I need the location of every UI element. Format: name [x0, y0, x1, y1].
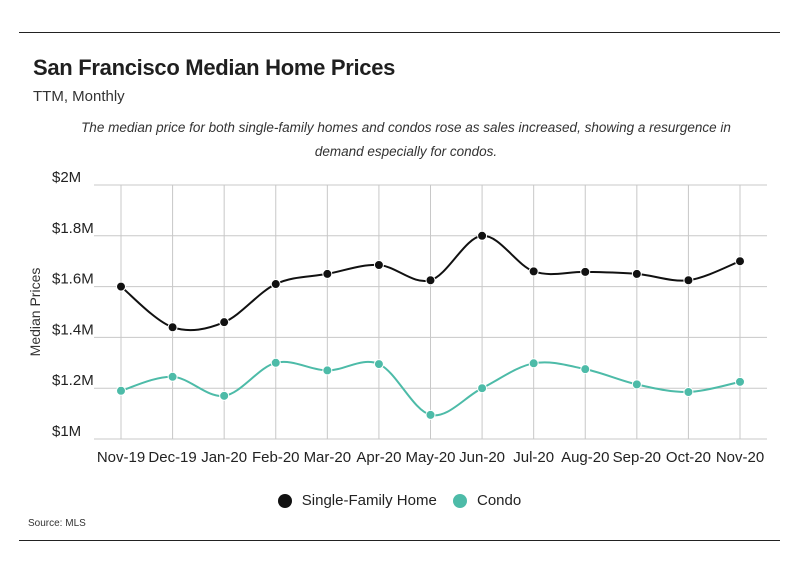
legend: Single-Family Home Condo [0, 492, 799, 512]
x-tick-label: Jun-20 [459, 449, 505, 466]
data-point-condo [116, 385, 126, 396]
legend-swatch-condo [453, 493, 467, 508]
legend-item-single-family: Single-Family Home [277, 492, 437, 509]
y-tick-label: $1M [52, 423, 81, 440]
x-tick-label: Jan-20 [201, 449, 247, 466]
x-tick-label: May-20 [405, 449, 455, 466]
legend-item-condo: Condo [453, 492, 521, 509]
source-note: Source: MLS [28, 518, 86, 529]
x-tick-label: Aug-20 [561, 449, 609, 466]
data-point-single-family [373, 260, 384, 271]
data-point-condo [270, 357, 281, 368]
legend-swatch-single-family [277, 493, 292, 508]
data-point-condo [322, 365, 333, 376]
data-point-condo [580, 364, 591, 375]
data-point-single-family [528, 266, 539, 277]
data-point-single-family [425, 275, 436, 286]
top-rule [19, 32, 780, 33]
y-tick-label: $1.2M [52, 372, 94, 389]
data-point-single-family [167, 322, 178, 333]
data-point-single-family [116, 281, 126, 292]
chart-note: The median price for both single-family … [81, 120, 731, 159]
data-point-single-family [322, 268, 333, 279]
x-tick-label: Oct-20 [666, 449, 711, 466]
y-tick-label: $1.4M [52, 321, 94, 338]
data-point-condo [425, 409, 436, 420]
data-point-condo [631, 379, 642, 390]
data-point-condo [528, 358, 539, 369]
x-tick-label: Nov-20 [716, 449, 764, 466]
data-point-condo [477, 383, 488, 394]
legend-label-condo: Condo [477, 492, 522, 509]
data-point-single-family [477, 230, 488, 241]
data-point-single-family [735, 256, 745, 267]
chart-title: San Francisco Median Home Prices [33, 55, 396, 80]
legend-label-single-family: Single-Family Home [301, 492, 437, 509]
chart-subtitle: TTM, Monthly [33, 88, 125, 105]
y-axis-label: Median Prices [27, 268, 43, 357]
data-point-single-family [219, 317, 230, 328]
point-layer [116, 230, 745, 420]
x-tick-label: Nov-19 [97, 449, 145, 466]
x-tick-label: Feb-20 [252, 449, 300, 466]
x-tick-label: Apr-20 [356, 449, 401, 466]
x-tick-label: Jul-20 [513, 449, 554, 466]
axis-layer: $1M $1.2M $1.4M $1.6M $1.8M $2M Nov-19 Dec-19 Ja… [52, 169, 764, 466]
y-tick-label: $1.6M [52, 271, 94, 288]
data-point-condo [219, 390, 230, 401]
data-point-condo [683, 387, 694, 398]
data-point-condo [373, 359, 384, 370]
x-tick-label: Mar-20 [304, 449, 352, 466]
data-point-condo [167, 371, 178, 382]
grid-layer [94, 184, 767, 440]
data-point-single-family [683, 275, 694, 286]
data-point-single-family [580, 266, 591, 277]
data-point-condo [735, 376, 745, 387]
x-tick-label: Sep-20 [613, 449, 661, 466]
y-tick-label: $1.8M [52, 220, 94, 237]
bottom-rule [19, 540, 780, 541]
data-point-single-family [270, 279, 281, 290]
x-tick-label: Dec-19 [148, 449, 196, 466]
y-tick-label: $2M [52, 169, 81, 186]
data-point-single-family [631, 268, 642, 279]
